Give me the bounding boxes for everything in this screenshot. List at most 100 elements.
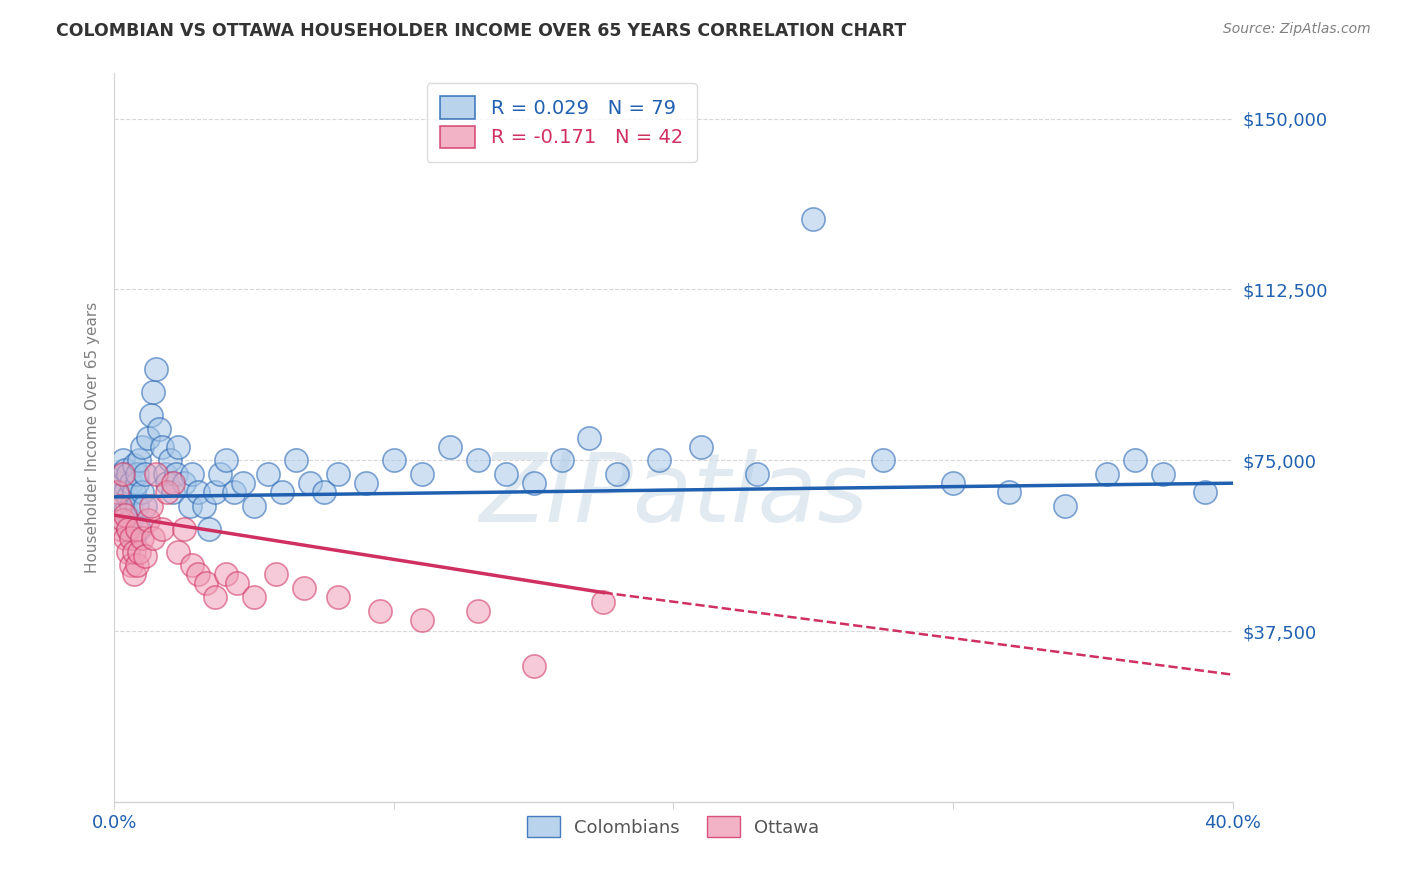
- Point: [117, 467, 139, 481]
- Point: [120, 513, 142, 527]
- Point: [128, 522, 150, 536]
- Point: [134, 549, 156, 563]
- Point: [139, 408, 162, 422]
- Point: [156, 476, 179, 491]
- Point: [111, 513, 134, 527]
- Point: [198, 522, 221, 536]
- Point: [232, 476, 254, 491]
- Point: [136, 431, 159, 445]
- Point: [243, 590, 266, 604]
- Point: [125, 558, 148, 573]
- Point: [111, 467, 134, 481]
- Point: [266, 567, 288, 582]
- Point: [134, 467, 156, 481]
- Point: [122, 485, 145, 500]
- Point: [120, 476, 142, 491]
- Point: [439, 440, 461, 454]
- Point: [114, 531, 136, 545]
- Point: [467, 604, 489, 618]
- Point: [1194, 485, 1216, 500]
- Point: [125, 499, 148, 513]
- Point: [131, 440, 153, 454]
- Point: [167, 544, 190, 558]
- Point: [998, 485, 1021, 500]
- Point: [181, 467, 204, 481]
- Point: [117, 490, 139, 504]
- Point: [495, 467, 517, 481]
- Point: [134, 499, 156, 513]
- Point: [111, 453, 134, 467]
- Point: [108, 499, 131, 513]
- Point: [120, 531, 142, 545]
- Point: [257, 467, 280, 481]
- Point: [114, 485, 136, 500]
- Point: [142, 531, 165, 545]
- Point: [136, 513, 159, 527]
- Point: [173, 522, 195, 536]
- Point: [105, 485, 128, 500]
- Point: [122, 531, 145, 545]
- Point: [117, 522, 139, 536]
- Point: [148, 421, 170, 435]
- Legend: Colombians, Ottawa: Colombians, Ottawa: [520, 809, 827, 845]
- Point: [942, 476, 965, 491]
- Point: [114, 462, 136, 476]
- Point: [1095, 467, 1118, 481]
- Point: [298, 476, 321, 491]
- Point: [204, 485, 226, 500]
- Text: COLOMBIAN VS OTTAWA HOUSEHOLDER INCOME OVER 65 YEARS CORRELATION CHART: COLOMBIAN VS OTTAWA HOUSEHOLDER INCOME O…: [56, 22, 907, 40]
- Point: [125, 467, 148, 481]
- Point: [271, 485, 294, 500]
- Point: [522, 658, 544, 673]
- Point: [114, 508, 136, 522]
- Point: [648, 453, 671, 467]
- Point: [215, 567, 238, 582]
- Point: [187, 485, 209, 500]
- Point: [122, 458, 145, 472]
- Point: [801, 211, 824, 226]
- Point: [578, 431, 600, 445]
- Point: [522, 476, 544, 491]
- Point: [312, 485, 335, 500]
- Point: [165, 467, 187, 481]
- Point: [162, 485, 184, 500]
- Point: [550, 453, 572, 467]
- Point: [156, 485, 179, 500]
- Text: ZIPatlas: ZIPatlas: [479, 450, 868, 542]
- Point: [606, 467, 628, 481]
- Point: [1053, 499, 1076, 513]
- Point: [382, 453, 405, 467]
- Point: [1152, 467, 1174, 481]
- Point: [120, 499, 142, 513]
- Point: [145, 362, 167, 376]
- Point: [224, 485, 246, 500]
- Point: [139, 499, 162, 513]
- Point: [209, 467, 232, 481]
- Point: [872, 453, 894, 467]
- Point: [131, 531, 153, 545]
- Point: [153, 467, 176, 481]
- Point: [226, 576, 249, 591]
- Point: [187, 567, 209, 582]
- Point: [150, 522, 173, 536]
- Point: [122, 567, 145, 582]
- Point: [150, 440, 173, 454]
- Point: [162, 476, 184, 491]
- Point: [108, 522, 131, 536]
- Point: [292, 581, 315, 595]
- Point: [159, 453, 181, 467]
- Point: [117, 522, 139, 536]
- Point: [592, 595, 614, 609]
- Point: [145, 467, 167, 481]
- Point: [368, 604, 391, 618]
- Point: [215, 453, 238, 467]
- Point: [142, 385, 165, 400]
- Point: [111, 513, 134, 527]
- Point: [173, 476, 195, 491]
- Point: [131, 485, 153, 500]
- Point: [128, 544, 150, 558]
- Point: [284, 453, 307, 467]
- Point: [243, 499, 266, 513]
- Point: [125, 522, 148, 536]
- Point: [411, 613, 433, 627]
